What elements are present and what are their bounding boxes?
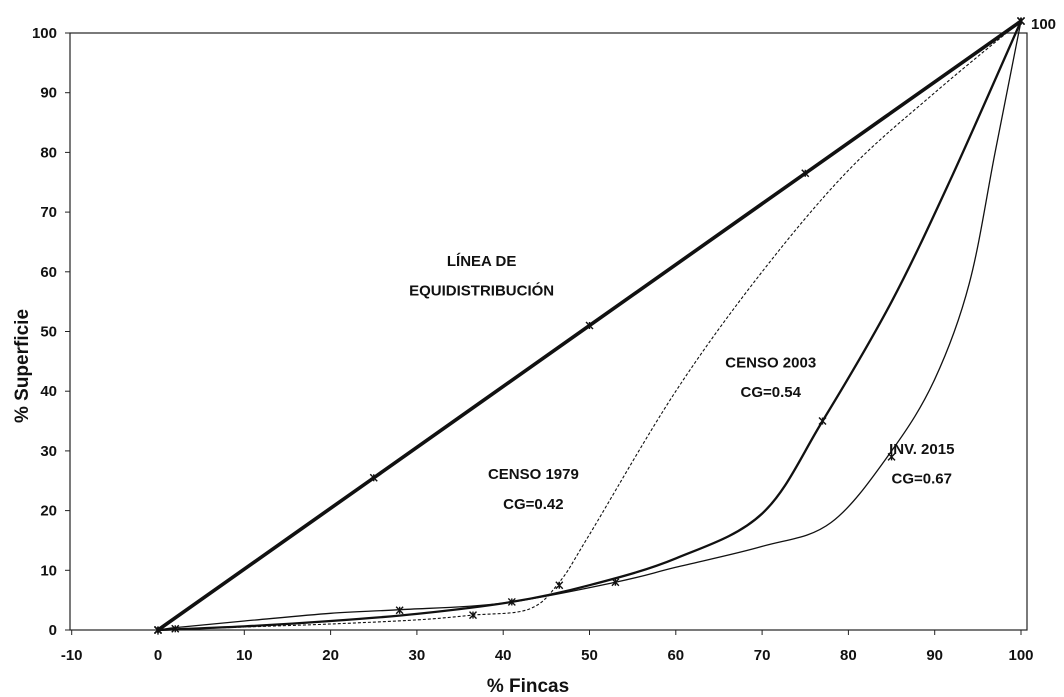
series-marker <box>887 452 896 461</box>
x-tick-label: 60 <box>667 647 684 664</box>
series-marker <box>611 578 620 587</box>
x-tick-label: -10 <box>61 647 83 664</box>
x-tick-label: 100 <box>1008 647 1033 664</box>
annotation-label-1: CENSO 2003 <box>725 354 816 371</box>
annotation-label-0: EQUIDISTRIBUCIÓN <box>409 282 554 300</box>
series-marker <box>395 606 404 615</box>
y-axis-title: % Superficie <box>12 309 33 423</box>
y-tick-label: 20 <box>40 503 57 520</box>
annotation-label-1: CG=0.54 <box>740 384 801 401</box>
annotation-label-3: INV. 2015 <box>889 441 954 458</box>
series-marker <box>585 321 594 330</box>
series-marker <box>154 626 162 634</box>
series-marker <box>369 473 378 482</box>
annotation-group: LÍNEA DE EQUIDISTRIBUCIÓN CENSO 2003 CG=0.5… <box>409 253 954 513</box>
x-tick-label: 10 <box>236 647 253 664</box>
y-tick-label: 60 <box>40 264 57 281</box>
series-marker <box>1017 17 1025 26</box>
series-group <box>154 17 1025 634</box>
annotation-label-2: CENSO 1979 <box>488 466 579 483</box>
series-line-2 <box>157 20 1022 631</box>
series-marker <box>171 624 180 633</box>
y-tick-label: 70 <box>40 204 57 221</box>
annotation-label-3: CG=0.67 <box>892 471 952 488</box>
y-tick-label: 80 <box>40 144 57 161</box>
series-line-3 <box>157 20 1022 631</box>
series-marker <box>555 581 564 590</box>
x-tick-label: 30 <box>409 647 426 664</box>
series-marker <box>818 417 827 426</box>
series-marker <box>469 611 477 620</box>
y-tick-label: 90 <box>40 85 57 102</box>
x-tick-label: 50 <box>581 647 598 664</box>
x-tick-label: 70 <box>754 647 771 664</box>
x-tick-label: 40 <box>495 647 512 664</box>
x-tick-label: 90 <box>926 647 943 664</box>
y-tick-label: 10 <box>40 562 57 579</box>
y-tick-label: 100 <box>32 25 57 42</box>
corner-label-100: 100 <box>1031 16 1056 33</box>
y-tick-label: 50 <box>40 324 57 341</box>
y-tick-label: 40 <box>40 383 57 400</box>
tick-group: -10 0 10 20 30 40 50 60 70 80 90 100010203040506070… <box>32 25 1034 664</box>
y-tick-label: 0 <box>49 622 57 639</box>
annotation-label-2: CG=0.42 <box>503 496 563 513</box>
annotation-label-0: LÍNEA DE <box>447 253 516 270</box>
x-tick-label: 0 <box>154 647 162 664</box>
series-marker <box>801 169 810 178</box>
x-tick-label: 20 <box>322 647 339 664</box>
y-tick-label: 30 <box>40 443 57 460</box>
x-tick-label: 80 <box>840 647 857 664</box>
plot-area <box>69 32 1028 631</box>
x-axis-title: % Fincas <box>487 676 569 697</box>
series-line-1 <box>157 20 1023 632</box>
